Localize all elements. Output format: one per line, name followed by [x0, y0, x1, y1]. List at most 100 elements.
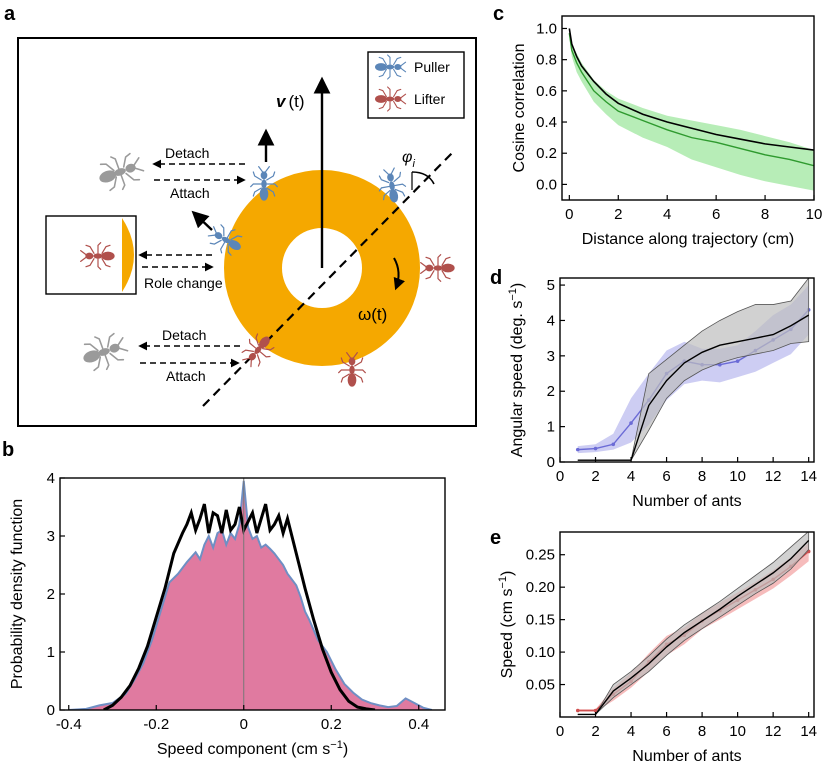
x-tick-label: 14 — [800, 468, 817, 485]
x-tick-label: 0 — [556, 468, 564, 485]
plot-area — [575, 532, 811, 716]
x-tick-label: 6 — [662, 723, 670, 740]
panel-a: a v (t) ω(t) φi Puller Lifter — [4, 3, 477, 427]
y-tick-label: 4 — [47, 470, 55, 487]
y-tick-label: 0.2 — [536, 145, 557, 162]
x-tick-label: -0.4 — [56, 716, 82, 733]
y-tick-label: 1 — [547, 419, 555, 436]
panel-letter-a: a — [4, 3, 16, 25]
x-tick-label: 12 — [765, 723, 782, 740]
chart-b: -0.4 -0.2 0 0.2 0.4 0 1 2 3 4 Speed component (cm … — [9, 470, 446, 758]
detach-label: Detach — [162, 327, 206, 343]
x-tick-label: 4 — [627, 468, 635, 485]
y-tick-label: 0.10 — [526, 644, 555, 661]
panel-letter-c: c — [493, 3, 504, 25]
puller-force-arrow — [191, 210, 213, 231]
x-tick-label: 2 — [614, 206, 622, 223]
x-tick-label: 8 — [698, 468, 706, 485]
y-tick-label: 0 — [547, 454, 555, 471]
chart-c: 0 2 4 6 8 10 0.0 0.2 0.4 0.6 0.8 1.0 Distance along … — [511, 15, 823, 248]
y-tick-label: 0.25 — [526, 547, 555, 564]
data-point — [575, 447, 580, 452]
phi-label: φi — [402, 149, 415, 170]
y-tick-label: 0.4 — [536, 114, 557, 131]
x-tick-label: 4 — [663, 206, 671, 223]
phi-arc — [411, 171, 435, 185]
y-tick-label: 0.0 — [536, 176, 557, 193]
series-line — [577, 314, 810, 461]
series-line — [568, 33, 814, 167]
y-tick-label: 2 — [547, 383, 555, 400]
x-tick-label: 0 — [565, 206, 573, 223]
y-tick-label: 0.15 — [526, 612, 555, 629]
x-axis-label: Distance along trajectory (cm) — [582, 231, 795, 248]
omega-label: ω(t) — [358, 305, 387, 324]
x-tick-label: 8 — [698, 723, 706, 740]
legend-label-puller: Puller — [414, 59, 450, 75]
y-tick-label: 0 — [47, 702, 55, 719]
data-point — [735, 359, 740, 363]
chart-e: 0 2 4 6 8 10 12 14 0.05 0.10 0.15 0.20 0.25 Number of… — [497, 531, 817, 765]
panel-letter-b: b — [2, 439, 14, 461]
axes-frame — [561, 15, 815, 201]
panel-letter-d: d — [490, 267, 502, 289]
y-tick-label: 0.8 — [536, 52, 557, 69]
confidence-band — [577, 278, 810, 461]
plot-area — [575, 278, 811, 461]
confidence-band — [569, 30, 814, 191]
x-tick-label: 10 — [729, 468, 746, 485]
legend-box — [367, 51, 465, 119]
data-point — [611, 442, 616, 447]
x-tick-label: 10 — [729, 723, 746, 740]
x-tick-label: 0.4 — [408, 716, 429, 733]
x-tick-label: 2 — [591, 723, 599, 740]
data-point — [629, 421, 633, 425]
y-tick-label: 3 — [47, 528, 55, 545]
x-tick-label: 8 — [761, 206, 769, 223]
series-line — [103, 503, 376, 710]
y-tick-label: 0.05 — [526, 677, 555, 694]
confidence-band — [577, 532, 810, 715]
y-tick-label: 1 — [47, 644, 55, 661]
x-tick-label: 6 — [662, 468, 670, 485]
inset-ring-fragment — [122, 218, 134, 292]
y-tick-label: 2 — [47, 586, 55, 603]
x-tick-label: 14 — [800, 723, 817, 740]
series-line — [568, 28, 814, 151]
rotation-arrow — [393, 257, 405, 291]
x-tick-label: 0 — [240, 716, 248, 733]
y-tick-label: 1.0 — [536, 20, 557, 37]
attach-label: Attach — [166, 368, 206, 384]
y-tick-label: 4 — [547, 312, 555, 329]
x-tick-label: 2 — [591, 468, 599, 485]
role-change-label: Role change — [144, 275, 223, 291]
y-tick-label: 5 — [547, 277, 555, 294]
data-point — [593, 708, 598, 713]
attach-label: Attach — [170, 185, 210, 201]
x-tick-label: 4 — [627, 723, 635, 740]
detach-label: Detach — [165, 145, 209, 161]
series-line — [577, 539, 810, 716]
y-tick-label: 0.6 — [536, 83, 557, 100]
velocity-label: v (t) — [276, 92, 305, 111]
y-axis-label: Cosine correlation — [511, 44, 528, 173]
x-tick-label: 10 — [806, 206, 823, 223]
axes-frame — [559, 277, 815, 463]
x-axis-label: Speed component (cm s−1) — [157, 739, 348, 758]
data-point — [593, 446, 598, 451]
y-axis-label: Speed (cm s−1) — [497, 571, 516, 679]
x-tick-label: 6 — [712, 206, 720, 223]
x-tick-label: -0.2 — [143, 716, 169, 733]
distribution-outline — [68, 480, 433, 710]
legend-label-lifter: Lifter — [414, 91, 445, 107]
x-axis-label: Number of ants — [632, 493, 741, 510]
data-point — [718, 362, 722, 367]
panel-letter-e: e — [490, 527, 501, 549]
data-point — [575, 708, 580, 713]
plot-area — [568, 28, 814, 191]
y-tick-label: 0.20 — [526, 579, 555, 596]
y-axis-label: Probability density function — [9, 499, 26, 689]
